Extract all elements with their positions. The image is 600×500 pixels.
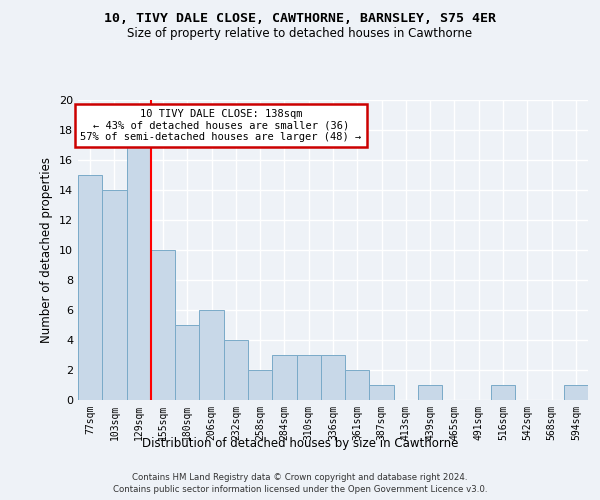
Bar (127, 145, 151, 400)
Bar (564, 385, 588, 400)
Bar (370, 385, 394, 400)
Bar (296, 355, 321, 400)
Text: 10, TIVY DALE CLOSE, CAWTHORNE, BARNSLEY, S75 4ER: 10, TIVY DALE CLOSE, CAWTHORNE, BARNSLEY… (104, 12, 496, 26)
Bar (345, 370, 370, 400)
Text: Size of property relative to detached houses in Cawthorne: Size of property relative to detached ho… (127, 28, 473, 40)
Text: Contains HM Land Registry data © Crown copyright and database right 2024.: Contains HM Land Registry data © Crown c… (132, 472, 468, 482)
Bar (248, 370, 272, 400)
Bar (151, 250, 175, 400)
Bar (199, 310, 224, 400)
Bar (321, 355, 345, 400)
Y-axis label: Number of detached properties: Number of detached properties (40, 157, 53, 343)
Text: 10 TIVY DALE CLOSE: 138sqm
← 43% of detached houses are smaller (36)
57% of semi: 10 TIVY DALE CLOSE: 138sqm ← 43% of deta… (80, 109, 361, 142)
Bar (272, 355, 296, 400)
Bar (224, 340, 248, 400)
Bar (491, 385, 515, 400)
Text: Distribution of detached houses by size in Cawthorne: Distribution of detached houses by size … (142, 438, 458, 450)
Text: Contains public sector information licensed under the Open Government Licence v3: Contains public sector information licen… (113, 485, 487, 494)
Bar (175, 325, 199, 400)
Bar (418, 385, 442, 400)
Bar (78, 175, 102, 400)
Bar (102, 190, 127, 400)
